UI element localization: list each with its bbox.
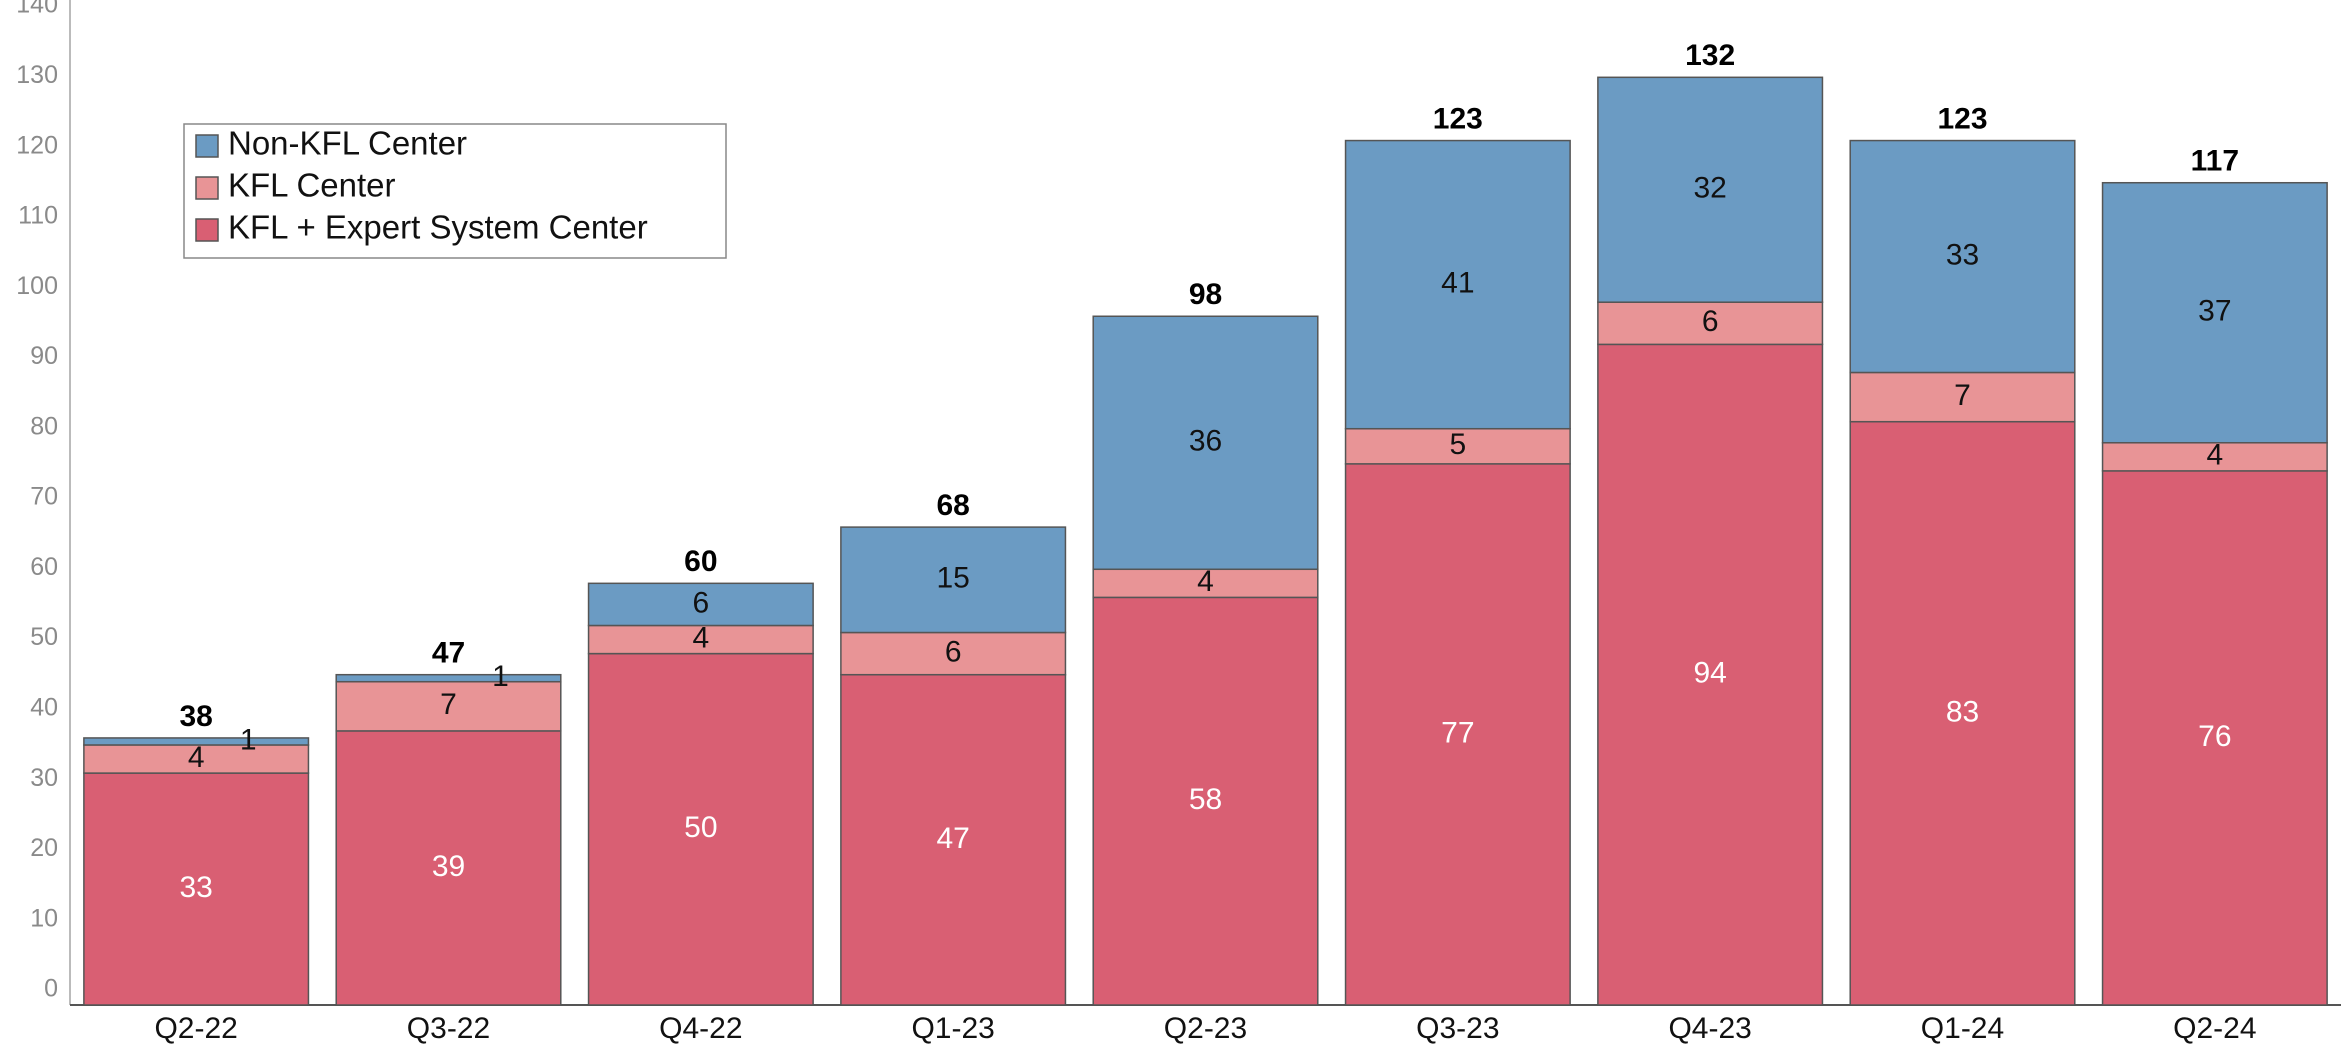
x-tick-label: Q2-22 [154,1012,237,1045]
data-label: 1 [492,660,509,693]
legend-swatch [195,134,219,158]
bar-segment [83,737,310,746]
y-tick-label: 130 [16,61,58,89]
data-label: 7 [440,688,457,721]
data-label: 50 [684,811,717,844]
y-tick-label: 70 [30,483,58,511]
total-label: 132 [1685,39,1735,72]
bar-segment [1849,371,2076,423]
bar-segment [1344,139,1571,430]
legend-box [183,123,727,259]
bar-segment [2101,181,2328,444]
data-label: 39 [432,850,465,883]
data-label: 83 [1946,695,1979,728]
legend-label: KFL Center [228,167,396,204]
data-label: 6 [692,586,709,619]
bar-segment [840,673,1067,1006]
bar-segment [840,631,1067,676]
bar-segment [587,582,814,627]
total-label: 60 [684,545,717,578]
data-label: 47 [936,822,969,855]
y-tick-label: 120 [16,131,58,159]
data-label: 15 [936,562,969,595]
x-tick-label: Q3-22 [407,1012,490,1045]
bar-segment [1092,315,1319,571]
bar-segment [1849,139,2076,374]
bar-segment [1092,596,1319,1006]
total-label: 123 [1937,102,1987,135]
data-label: 77 [1441,716,1474,749]
x-tick-label: Q1-23 [911,1012,994,1045]
data-label: 6 [945,636,962,669]
data-label: 7 [1954,379,1971,412]
bar-segment [335,673,562,683]
x-tick-label: Q4-22 [659,1012,742,1045]
x-tick-label: Q1-24 [1921,1012,2004,1045]
bar-segment [1849,420,2076,1006]
total-label: 117 [2191,145,2239,178]
total-label: 123 [1433,102,1483,135]
data-label: 5 [1449,428,1466,461]
y-tick-label: 140 [16,0,58,19]
y-tick-label: 110 [18,202,58,230]
total-label: 47 [432,637,465,670]
legend-label: Non-KFL Center [228,125,467,162]
total-label: 38 [179,700,212,733]
bar-segment [335,730,562,1006]
data-label: 33 [1946,238,1979,271]
bar-segment [1597,343,1824,1006]
x-tick-label: Q3-23 [1416,1012,1499,1045]
bar-segment [2101,442,2328,472]
y-tick-label: 100 [16,272,58,300]
x-tick-label: Q2-23 [1164,1012,1247,1045]
data-label: 4 [188,741,205,774]
bar-segment [2101,470,2328,1006]
y-tick-label: 20 [30,834,58,862]
data-label: 4 [1197,565,1214,598]
bar-segment [1344,427,1571,465]
y-tick-label: 10 [30,904,58,932]
x-tick-label: Q2-24 [2173,1012,2256,1045]
y-tick-label: 0 [44,975,58,1003]
data-label: 1 [240,723,257,756]
data-label: 4 [2206,439,2223,472]
data-label: 94 [1693,657,1726,690]
data-label: 76 [2198,720,2231,753]
y-tick-label: 80 [30,412,58,440]
total-label: 98 [1189,278,1222,311]
bar-segment [1344,463,1571,1006]
y-tick-label: 90 [30,342,58,370]
bar-segment [587,652,814,1006]
bar-segment [335,680,562,732]
data-label: 6 [1702,305,1719,338]
bar-segment [587,624,814,655]
bar-segment [83,772,310,1006]
data-label: 58 [1189,783,1222,816]
y-tick-label: 30 [30,764,58,792]
data-label: 41 [1441,267,1474,300]
data-label: 4 [692,621,709,654]
y-tick-label: 50 [30,623,58,651]
data-label: 33 [179,871,212,904]
data-label: 37 [2198,295,2231,328]
total-label: 68 [936,489,969,522]
y-tick-label: 60 [30,553,58,581]
legend-swatch [195,176,219,200]
bar-segment [1597,76,1824,303]
x-tick-label: Q4-23 [1668,1012,1751,1045]
bar-segment [1597,301,1824,346]
y-tick-label: 40 [30,693,58,721]
legend-label: KFL + Expert System Center [228,209,648,246]
data-label: 36 [1189,425,1222,458]
bar-segment [840,526,1067,634]
legend-swatch [195,218,219,242]
data-label: 32 [1693,172,1726,205]
